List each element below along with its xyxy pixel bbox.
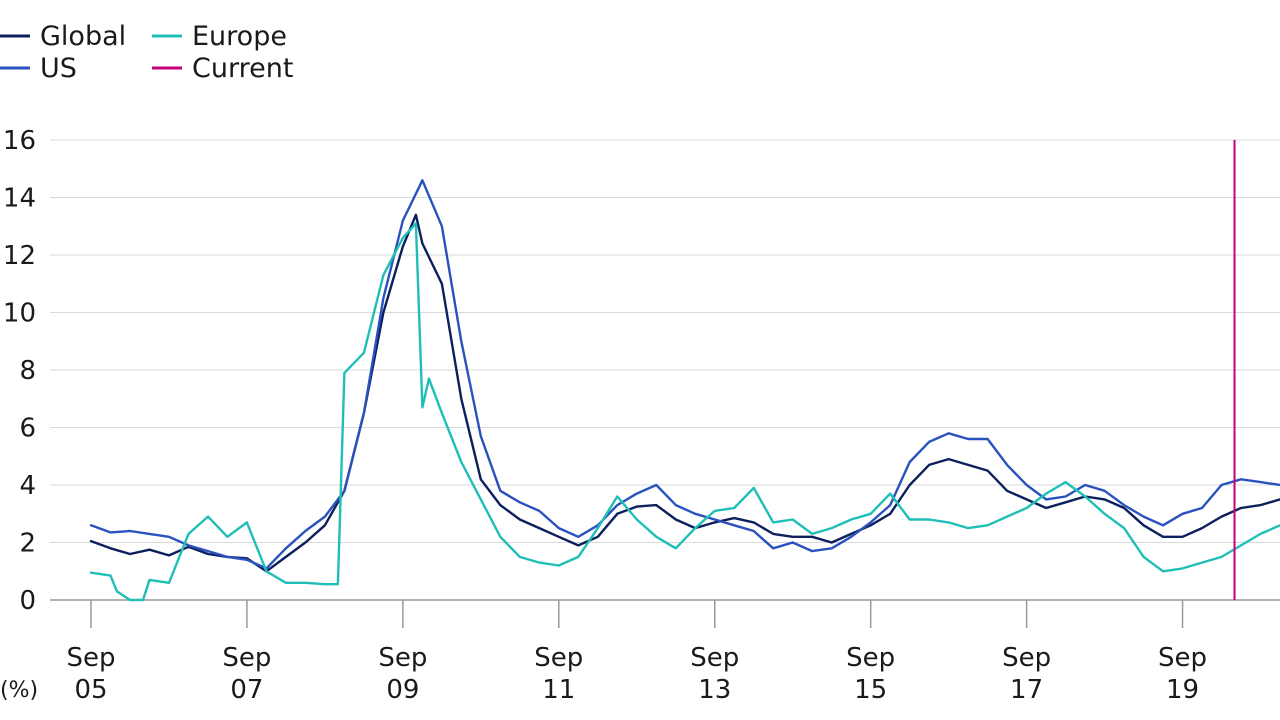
y-tick-label-8: 8 [19, 356, 36, 386]
y-tick-label-10: 10 [3, 299, 36, 329]
x-tick-year-05: 05 [74, 675, 107, 705]
unit-label: (%) [0, 678, 38, 703]
x-tick-year-11: 11 [542, 675, 575, 705]
legend-label-global: Global [40, 21, 126, 52]
x-tick-month-05: Sep [66, 643, 115, 673]
y-tick-label-4: 4 [19, 471, 36, 501]
x-tick-month-19: Sep [1158, 643, 1207, 673]
legend-item-us: US [0, 53, 77, 84]
x-tick-month-15: Sep [846, 643, 895, 673]
y-tick-label-0: 0 [19, 586, 36, 616]
y-axis: 0 2 4 6 8 10 12 14 16 [3, 126, 36, 616]
y-tick-label-16: 16 [3, 126, 36, 156]
x-tick-month-17: Sep [1002, 643, 1051, 673]
legend: Global US Europe Current [0, 21, 293, 84]
legend-item-global: Global [0, 21, 126, 52]
y-tick-label-12: 12 [3, 241, 36, 271]
x-tick-year-17: 17 [1010, 675, 1043, 705]
legend-label-us: US [40, 53, 77, 84]
series-line-europe [89, 222, 1280, 602]
y-tick-label-6: 6 [19, 414, 36, 444]
x-tick-year-09: 09 [386, 675, 419, 705]
series-lines [89, 179, 1280, 602]
legend-item-current: Current [152, 53, 293, 84]
legend-item-europe: Europe [152, 21, 287, 52]
legend-label-europe: Europe [192, 21, 287, 52]
legend-label-current: Current [192, 53, 293, 84]
x-tick-year-19: 19 [1166, 675, 1199, 705]
x-tick-month-09: Sep [378, 643, 427, 673]
x-tick-year-13: 13 [698, 675, 731, 705]
x-tick-month-13: Sep [690, 643, 739, 673]
y-tick-label-14: 14 [3, 184, 36, 214]
y-tick-label-2: 2 [19, 529, 36, 559]
series-line-us [89, 179, 1280, 570]
series-line-global [89, 213, 1280, 573]
x-tick-year-15: 15 [854, 675, 887, 705]
x-tick-month-07: Sep [222, 643, 271, 673]
x-tick-year-07: 07 [230, 675, 263, 705]
x-tick-month-11: Sep [534, 643, 583, 673]
